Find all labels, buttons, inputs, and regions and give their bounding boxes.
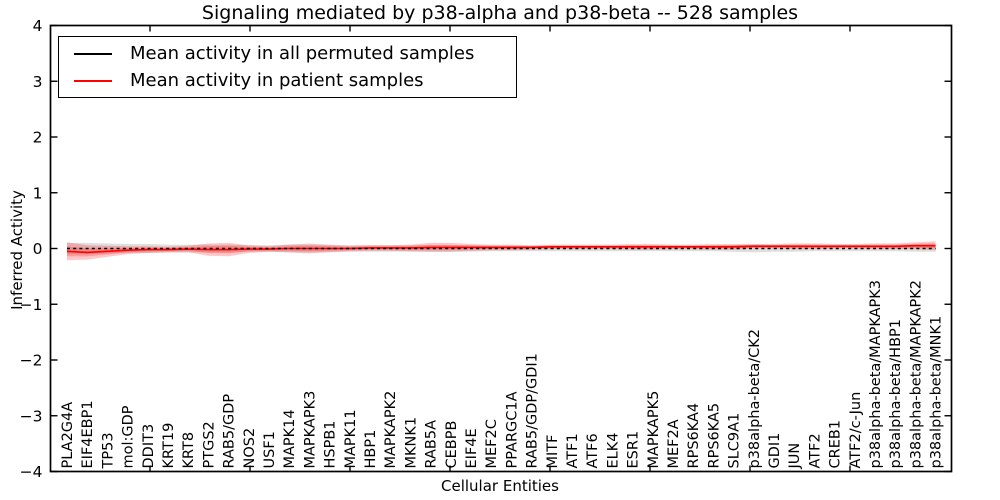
x-tick-label: ATF6 [585,433,601,468]
x-tick-label: MKNK1 [403,417,419,469]
x-tick-label: MAPKAPK2 [383,391,399,469]
x-tick-label: ATF2 [807,433,823,468]
chart-title: Signaling mediated by p38-alpha and p38-… [201,2,799,24]
x-tick-label: RPS6KA5 [706,403,722,469]
x-tick-label: RPS6KA4 [686,403,702,469]
x-tick-label: p38alpha-beta/MAPKAPK3 [868,280,884,469]
y-tick-label: −3 [20,407,43,425]
x-tick-label: mol:GDP [121,405,137,468]
x-tick-label: SLC9A1 [727,413,743,469]
x-tick-label: DDIT3 [141,424,157,469]
x-tick-label: GDI1 [767,433,783,469]
x-tick-label: PPARGC1A [504,391,520,468]
x-tick-label: CEBPB [444,421,460,469]
x-tick-label: KRT8 [181,432,197,469]
x-axis-label: Cellular Entities [441,477,559,495]
x-tick-label: EIF4EBP1 [80,400,96,468]
legend-item-permuted: Mean activity in all permuted samples [59,43,516,64]
legend-item-patient: Mean activity in patient samples [59,70,516,91]
x-tick-label: ATF1 [565,433,581,468]
patient-mean-line [66,244,936,254]
x-tick-label: MAPK14 [282,409,298,468]
permuted-line-sample [74,52,112,55]
x-tick-label: p38alpha-beta/CK2 [747,329,763,469]
legend: Mean activity in all permuted samples Me… [58,36,517,98]
x-tick-label: p38alpha-beta/MNK1 [929,316,945,469]
y-tick-label: 2 [33,129,43,147]
x-tick-label: HBP1 [363,430,379,469]
x-tick-label: TP53 [100,432,116,469]
x-tick-label: ESR1 [626,431,642,469]
x-tick-label: NOS2 [242,428,258,469]
legend-item-label: Mean activity in patient samples [130,70,424,91]
x-tick-label: MAPKAPK3 [302,391,318,469]
x-tick-label: USF1 [262,431,278,468]
x-tick-label: ATF2/c-Jun [848,392,864,469]
x-tick-label: ELK4 [605,433,621,469]
y-tick-label: 0 [33,240,43,258]
y-tick-label: 4 [33,17,43,35]
x-tick-label: PTGS2 [201,421,217,468]
x-tick-label: p38alpha-beta/MAPKAPK2 [908,280,924,469]
x-tick-label: MITF [545,435,561,469]
x-tick-label: RAB5/GDP/GDI1 [525,353,541,468]
x-tick-label: RAB5A [424,420,440,469]
x-tick-label: p38alpha-beta/HBP1 [888,319,904,468]
x-tick-label: MAPKAPK5 [646,391,662,469]
x-tick-label: JUN [787,443,803,470]
y-tick-label: 3 [33,73,43,91]
y-tick-label: 1 [33,184,43,202]
x-tick-label: PLA2G4A [60,402,76,469]
y-tick-label: −2 [20,352,43,370]
x-tick-label: MAPK11 [343,409,359,468]
x-tick-label: HSPB1 [323,420,339,468]
y-tick-label: −1 [20,296,43,314]
x-tick-label: EIF4E [464,428,480,468]
x-tick-label: CREB1 [828,420,844,469]
patient-line-sample [74,79,112,82]
x-tick-label: KRT19 [161,423,177,469]
x-tick-label: RAB5/GDP [222,394,238,469]
plot-frame [49,24,953,473]
x-tick-label: MEF2A [666,419,682,468]
y-tick-label: −4 [20,463,43,481]
legend-item-label: Mean activity in all permuted samples [130,43,475,64]
x-tick-label: MEF2C [484,419,500,468]
